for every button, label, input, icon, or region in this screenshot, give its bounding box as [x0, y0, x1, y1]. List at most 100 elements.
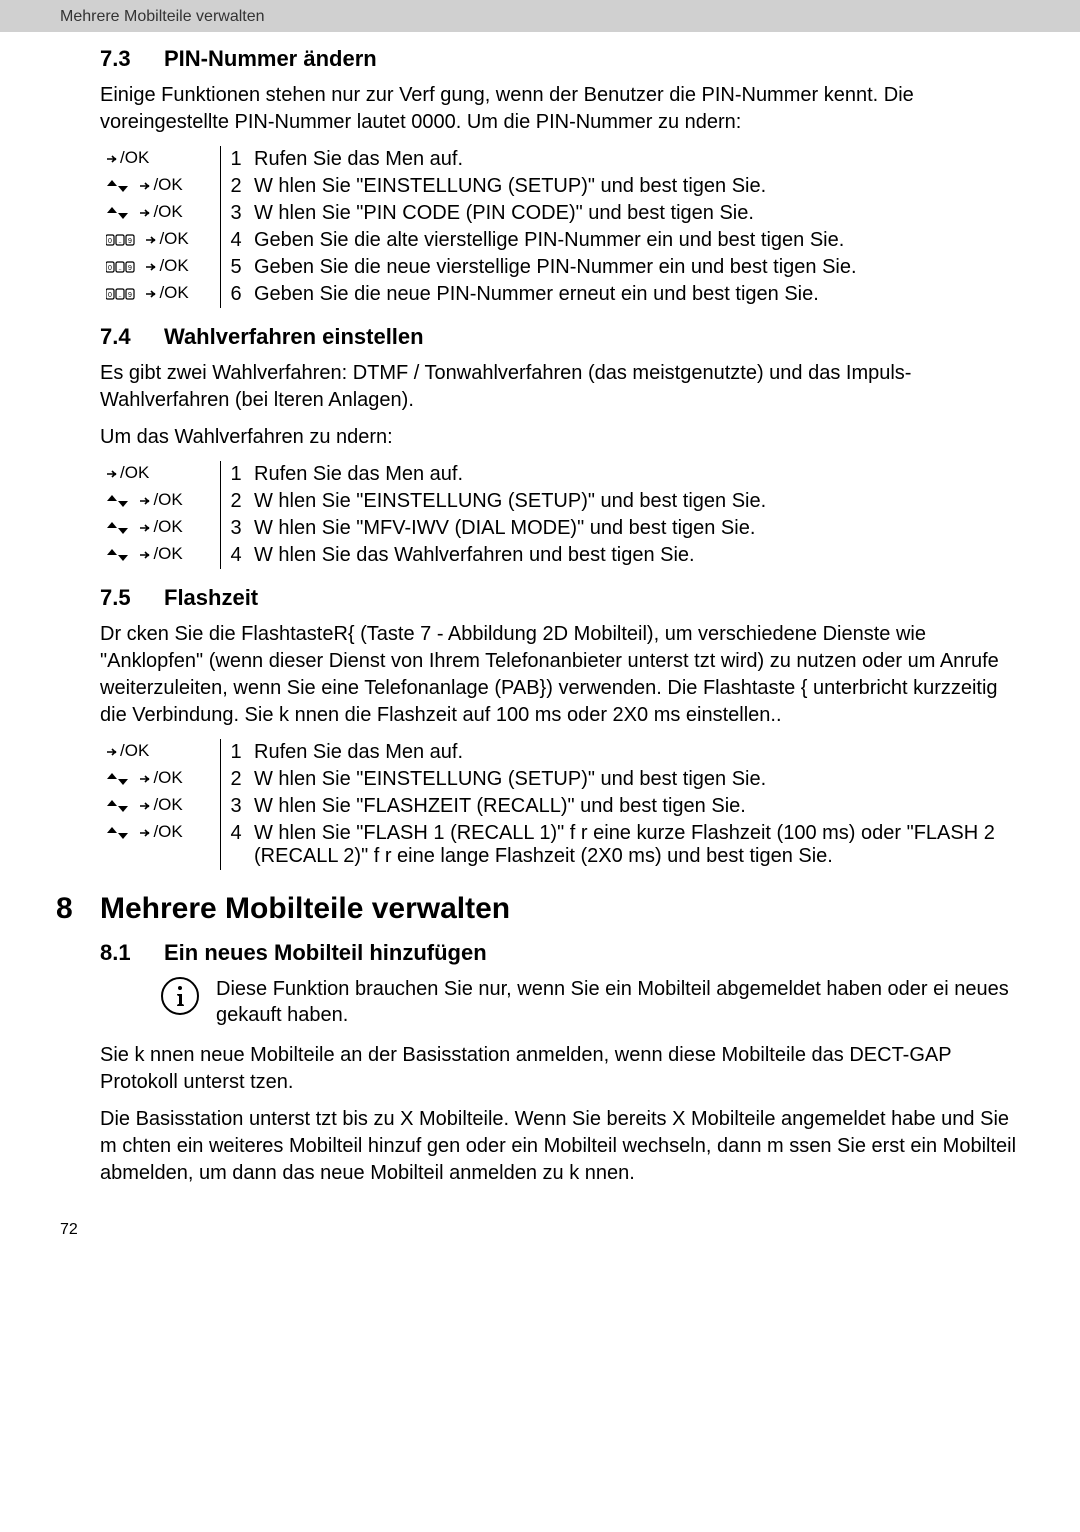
ok-icon: /OK — [139, 795, 182, 814]
header-text: Mehrere Mobilteile verwalten — [60, 8, 265, 25]
updown-icon — [106, 795, 130, 814]
page-header: Mehrere Mobilteile verwalten — [0, 0, 1080, 32]
info-icon — [160, 976, 200, 1016]
updown-icon — [106, 768, 130, 787]
step-row: /OK 4W hlen Sie "FLASH 1 (RECALL 1)" f r … — [100, 820, 1020, 870]
step-text: W hlen Sie "EINSTELLUNG (SETUP)" und bes… — [248, 766, 1020, 793]
step-icons: /OK — [100, 542, 220, 569]
step-icons: /OK — [100, 461, 220, 488]
updown-icon — [106, 175, 130, 194]
keypad-icon — [106, 256, 136, 275]
heading-number: 7.4 — [100, 324, 164, 350]
step-icons: /OK — [100, 146, 220, 173]
heading-number: 7.5 — [100, 585, 164, 611]
step-text: Geben Sie die neue vierstellige PIN-Numm… — [248, 254, 1020, 281]
step-number: 3 — [220, 200, 248, 227]
step-text: W hlen Sie "FLASH 1 (RECALL 1)" f r eine… — [248, 820, 1020, 870]
step-number: 2 — [220, 488, 248, 515]
steps-table-7-3: /OK 1Rufen Sie das Men auf. /OK 2W hlen Si… — [100, 146, 1020, 308]
step-icons: /OK — [100, 515, 220, 542]
step-icons: /OK — [100, 793, 220, 820]
step-row: /OK 4W hlen Sie das Wahlverfahren und bes… — [100, 542, 1020, 569]
heading-title: Ein neues Mobilteil hinzufügen — [164, 940, 487, 966]
step-text: W hlen Sie "EINSTELLUNG (SETUP)" und bes… — [248, 488, 1020, 515]
heading-title: PIN-Nummer ändern — [164, 46, 377, 72]
heading-8: 8 Mehrere Mobilteile verwalten — [56, 892, 1020, 926]
heading-number: 7.3 — [100, 46, 164, 72]
step-row: /OK 2W hlen Sie "EINSTELLUNG (SETUP)" und… — [100, 488, 1020, 515]
step-icons: /OK — [100, 820, 220, 870]
step-text: W hlen Sie "PIN CODE (PIN CODE)" und bes… — [248, 200, 1020, 227]
intro-7-3: Einige Funktionen stehen nur zur Verf gu… — [100, 82, 1020, 136]
steps-table-7-4: /OK 1Rufen Sie das Men auf. /OK 2W hlen Si… — [100, 461, 1020, 569]
step-text: W hlen Sie das Wahlverfahren und best ti… — [248, 542, 1020, 569]
step-icons: /OK — [100, 200, 220, 227]
heading-title: Flashzeit — [164, 585, 258, 611]
heading-title: Wahlverfahren einstellen — [164, 324, 424, 350]
ok-icon: /OK — [106, 463, 149, 482]
note-8-1: Diese Funktion brauchen Sie nur, wenn Si… — [160, 976, 1020, 1028]
updown-icon — [106, 822, 130, 841]
ok-icon: /OK — [139, 175, 182, 194]
heading-title: Mehrere Mobilteile verwalten — [100, 892, 510, 926]
updown-icon — [106, 517, 130, 536]
step-number: 1 — [220, 146, 248, 173]
step-text: Rufen Sie das Men auf. — [248, 461, 1020, 488]
step-text: Geben Sie die alte vierstellige PIN-Numm… — [248, 227, 1020, 254]
step-row: /OK6Geben Sie die neue PIN-Nummer erneut… — [100, 281, 1020, 308]
ok-icon: /OK — [139, 517, 182, 536]
step-row: /OK 2W hlen Sie "EINSTELLUNG (SETUP)" und… — [100, 173, 1020, 200]
heading-7-3: 7.3 PIN-Nummer ändern — [100, 46, 1020, 72]
step-number: 2 — [220, 766, 248, 793]
step-icons: /OK — [100, 488, 220, 515]
step-row: /OK 3W hlen Sie "MFV-IWV (DIAL MODE)" und… — [100, 515, 1020, 542]
heading-number: 8.1 — [100, 940, 164, 966]
step-row: /OK3W hlen Sie "FLASHZEIT (RECALL)" und … — [100, 793, 1020, 820]
step-number: 5 — [220, 254, 248, 281]
step-number: 1 — [220, 739, 248, 766]
step-number: 6 — [220, 281, 248, 308]
keypad-icon — [106, 229, 136, 248]
step-number: 4 — [220, 820, 248, 870]
step-text: Rufen Sie das Men auf. — [248, 146, 1020, 173]
intro2-7-4: Um das Wahlverfahren zu ndern: — [100, 424, 1020, 451]
step-number: 1 — [220, 461, 248, 488]
keypad-icon — [106, 283, 136, 302]
ok-icon: /OK — [145, 256, 188, 275]
page-number: 72 — [0, 1197, 1080, 1239]
intro1-7-4: Es gibt zwei Wahlverfahren: DTMF / Tonwa… — [100, 360, 1020, 414]
step-row: /OK 1Rufen Sie das Men auf. — [100, 146, 1020, 173]
updown-icon — [106, 544, 130, 563]
step-row: /OK 2W hlen Sie "EINSTELLUNG (SETUP)" und… — [100, 766, 1020, 793]
step-row: /OK 1Rufen Sie das Men auf. — [100, 461, 1020, 488]
ok-icon: /OK — [139, 544, 182, 563]
para1-8-1: Sie k nnen neue Mobilteile an der Basiss… — [100, 1042, 1020, 1096]
step-row: /OK 3W hlen Sie "PIN CODE (PIN CODE)" und… — [100, 200, 1020, 227]
ok-icon: /OK — [139, 490, 182, 509]
step-icons: /OK — [100, 254, 220, 281]
step-text: Rufen Sie das Men auf. — [248, 739, 1020, 766]
ok-icon: /OK — [145, 283, 188, 302]
step-row: /OK 5Geben Sie die neue vierstellige PIN-… — [100, 254, 1020, 281]
step-text: W hlen Sie "MFV-IWV (DIAL MODE)" und bes… — [248, 515, 1020, 542]
ok-icon: /OK — [139, 202, 182, 221]
step-icons: /OK — [100, 173, 220, 200]
step-row: /OK4Geben Sie die alte vierstellige PIN-… — [100, 227, 1020, 254]
heading-8-1: 8.1 Ein neues Mobilteil hinzufügen — [100, 940, 1020, 966]
steps-table-7-5: /OK 1Rufen Sie das Men auf. /OK 2W hlen Si… — [100, 739, 1020, 870]
note-text: Diese Funktion brauchen Sie nur, wenn Si… — [216, 976, 1020, 1028]
step-number: 2 — [220, 173, 248, 200]
ok-icon: /OK — [106, 741, 149, 760]
step-number: 4 — [220, 542, 248, 569]
step-icons: /OK — [100, 739, 220, 766]
ok-icon: /OK — [106, 148, 149, 167]
step-icons: /OK — [100, 281, 220, 308]
step-icons: /OK — [100, 766, 220, 793]
ok-icon: /OK — [139, 822, 182, 841]
heading-7-4: 7.4 Wahlverfahren einstellen — [100, 324, 1020, 350]
step-text: W hlen Sie "EINSTELLUNG (SETUP)" und bes… — [248, 173, 1020, 200]
heading-7-5: 7.5 Flashzeit — [100, 585, 1020, 611]
step-number: 3 — [220, 515, 248, 542]
updown-icon — [106, 202, 130, 221]
ok-icon: /OK — [139, 768, 182, 787]
